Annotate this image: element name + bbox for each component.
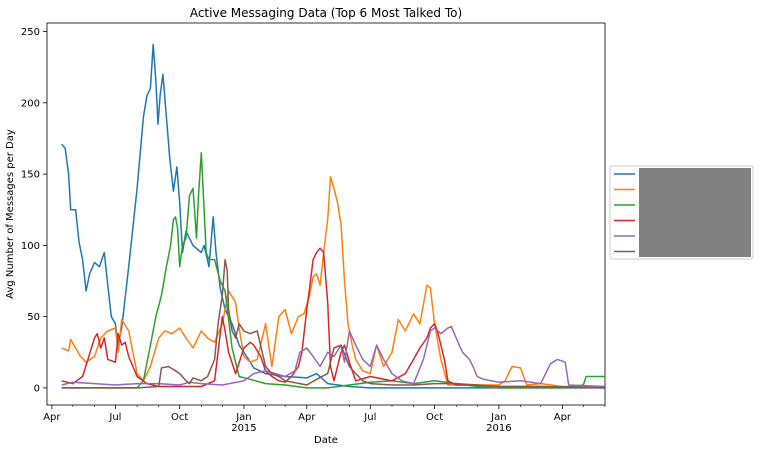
series-line-6 bbox=[61, 258, 605, 389]
series-line-3 bbox=[61, 151, 605, 389]
series-line-1 bbox=[61, 43, 605, 389]
y-tick-label: 150 bbox=[21, 170, 40, 181]
x-tick-year-label: 2015 bbox=[231, 423, 256, 434]
x-tick-label: Apr bbox=[554, 412, 572, 423]
chart-title: Active Messaging Data (Top 6 Most Talked… bbox=[190, 6, 462, 20]
y-tick-label: 100 bbox=[21, 241, 40, 252]
y-tick-label: 0 bbox=[34, 383, 40, 394]
legend-handles bbox=[614, 173, 635, 253]
series-lines bbox=[61, 43, 605, 389]
y-axis: 0 50 100 150 200 250 bbox=[21, 27, 47, 394]
series-line-5 bbox=[61, 325, 605, 388]
y-axis-label: Avg Number of Messages per Day bbox=[5, 129, 16, 299]
legend-redaction-block bbox=[639, 168, 751, 257]
x-tick-label: Jul bbox=[108, 412, 121, 423]
plot-frame bbox=[46, 22, 606, 406]
y-tick-label: 250 bbox=[21, 27, 40, 38]
x-tick-label: Oct bbox=[171, 412, 188, 423]
x-tick-label: Apr bbox=[298, 412, 316, 423]
legend bbox=[609, 165, 754, 260]
x-tick-label: Oct bbox=[426, 412, 443, 423]
y-tick-label: 200 bbox=[21, 98, 40, 109]
x-tick-label: Jul bbox=[363, 412, 376, 423]
x-axis-label: Date bbox=[314, 435, 338, 446]
x-tick-year-label: 2016 bbox=[486, 423, 511, 434]
y-tick-label: 50 bbox=[27, 312, 40, 323]
x-tick-label: Jan bbox=[490, 412, 506, 423]
series-line-4 bbox=[61, 247, 605, 389]
x-tick-label: Jan bbox=[235, 412, 251, 423]
x-tick-label: Apr bbox=[43, 412, 61, 423]
series-line-2 bbox=[61, 176, 605, 388]
